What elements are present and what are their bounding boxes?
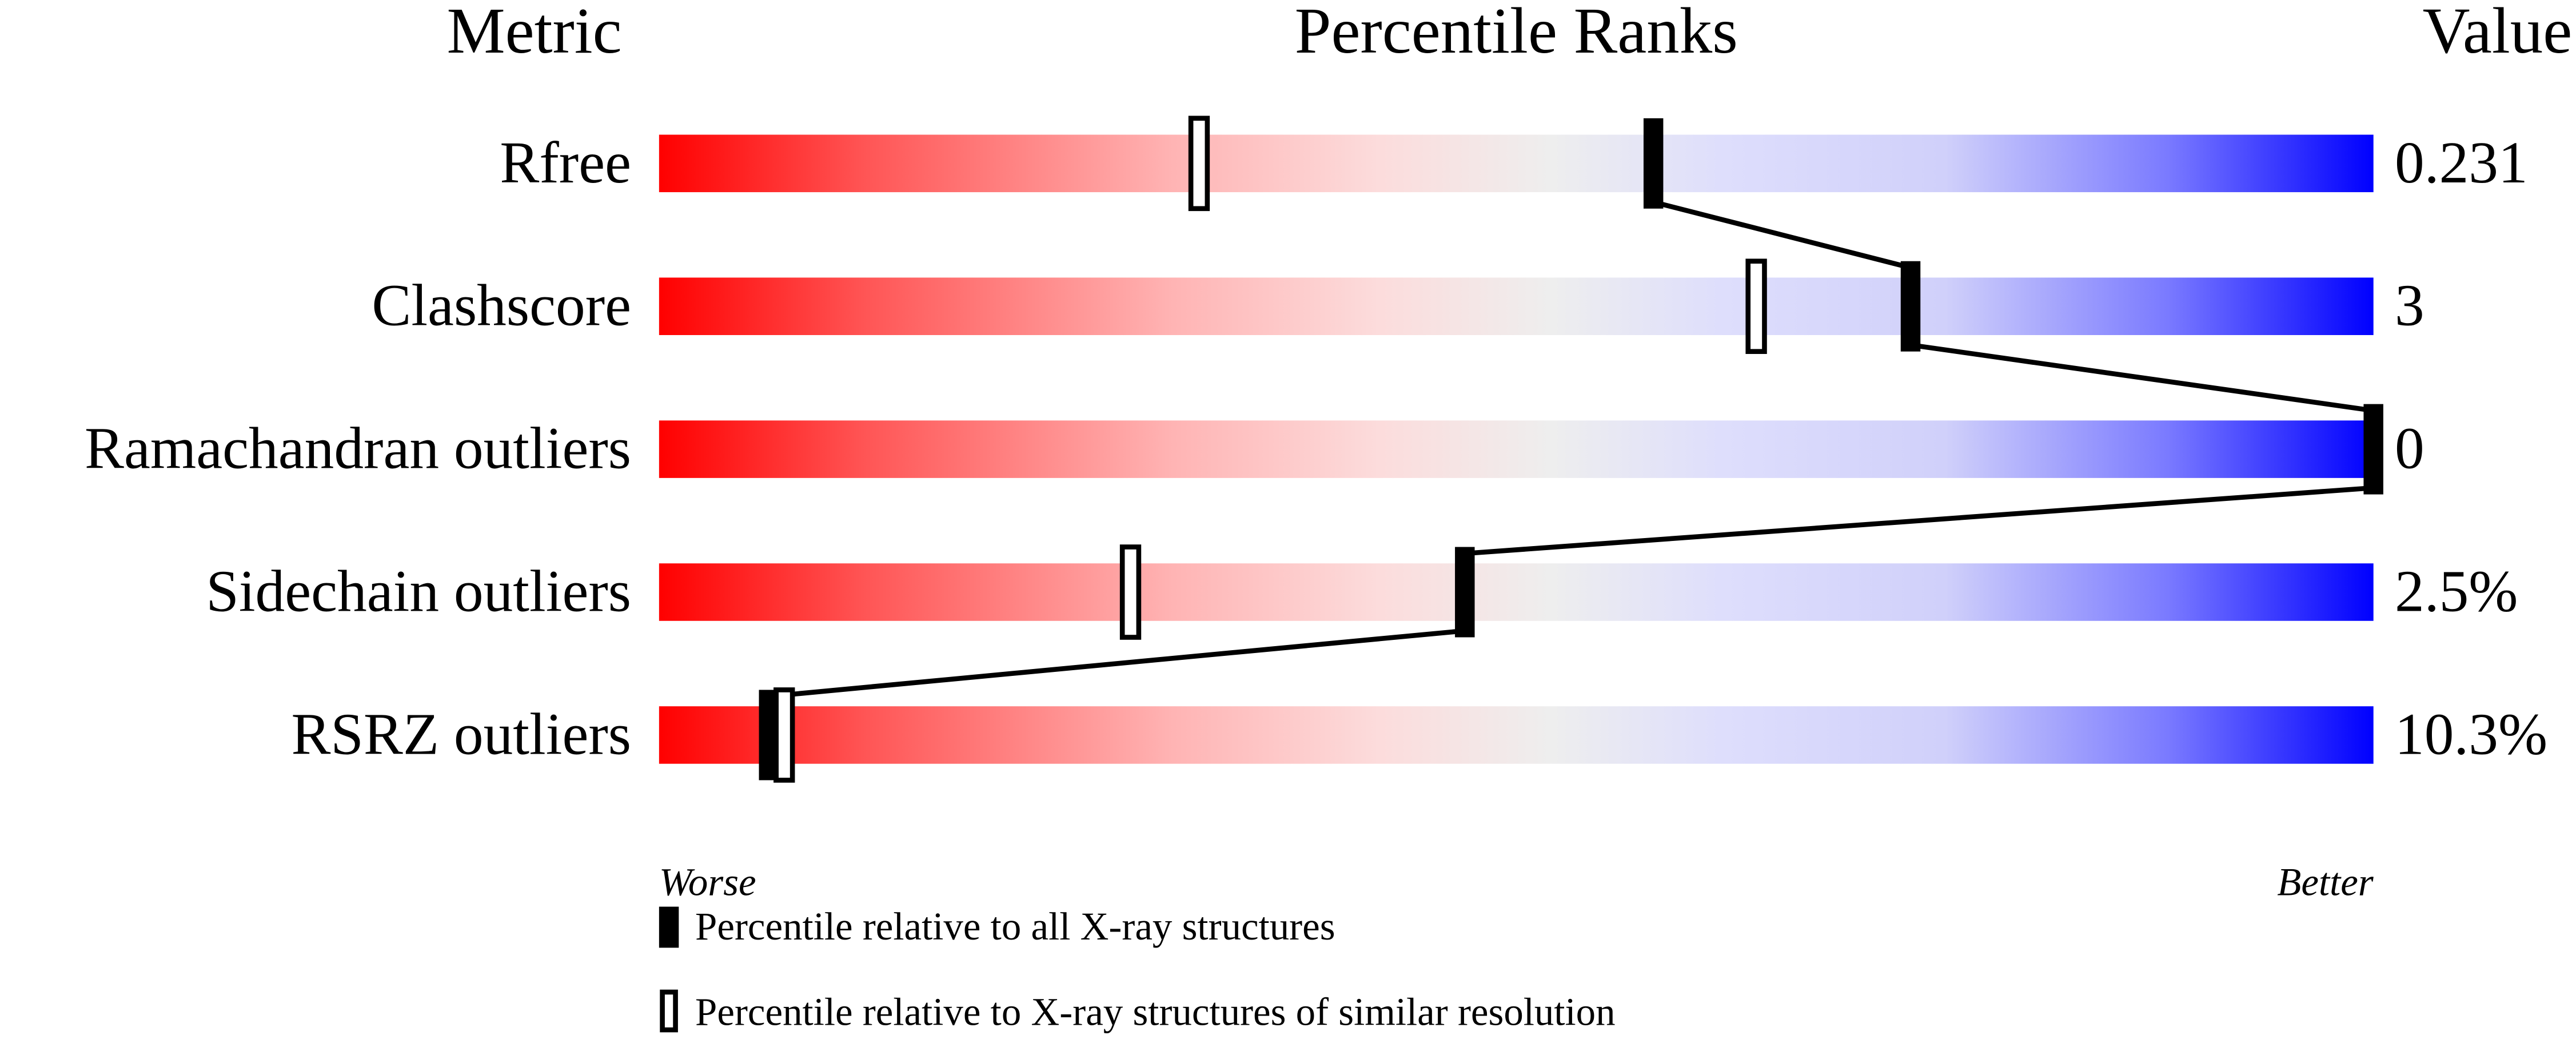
marker-all-structures — [2363, 404, 2383, 495]
connector-line — [768, 628, 1465, 699]
marker-all-structures — [1900, 261, 1921, 352]
connector-line — [1910, 342, 2374, 413]
marker-similar-resolution — [1119, 544, 1142, 640]
legend-filled-marker — [659, 906, 679, 948]
header-percentile: Percentile Ranks — [1295, 0, 1738, 67]
legend-open-marker — [660, 989, 678, 1033]
metric-value: 0 — [2395, 416, 2425, 481]
connector-line — [1464, 485, 2374, 556]
metric-label: Sidechain outliers — [206, 559, 631, 624]
metric-label: Ramachandran outliers — [85, 416, 631, 481]
metric-value: 2.5% — [2395, 559, 2518, 624]
marker-all-structures — [1643, 118, 1664, 209]
header-value: Value — [2423, 0, 2573, 67]
percentile-bar — [659, 277, 2374, 335]
marker-all-structures — [759, 690, 779, 781]
metric-label: Rfree — [500, 130, 631, 196]
marker-similar-resolution — [1745, 258, 1767, 355]
percentile-bar — [659, 706, 2374, 764]
metric-value: 0.231 — [2395, 130, 2528, 196]
percentile-bar — [659, 420, 2374, 478]
marker-all-structures — [1455, 547, 1475, 638]
marker-similar-resolution — [1188, 116, 1210, 212]
axis-label-better: Better — [2277, 860, 2374, 903]
legend-all-label: Percentile relative to all X-ray structu… — [695, 905, 1335, 948]
metric-label: RSRZ outliers — [291, 702, 631, 767]
metric-value: 3 — [2395, 273, 2425, 339]
header-metric: Metric — [446, 0, 621, 67]
percentile-bar — [659, 563, 2374, 621]
connector-line — [1653, 200, 1912, 270]
metric-label: Clashscore — [372, 273, 631, 339]
legend-similar-label: Percentile relative to X-ray structures … — [695, 990, 1616, 1033]
percentile-bar — [659, 134, 2374, 193]
metric-value: 10.3% — [2395, 702, 2547, 767]
axis-label-worse: Worse — [659, 860, 756, 903]
